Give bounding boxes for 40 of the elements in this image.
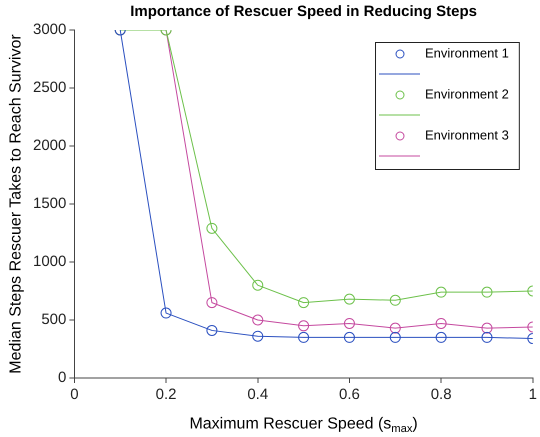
point — [252, 280, 264, 291]
x-tick-label: 1 — [528, 386, 537, 404]
point — [481, 332, 492, 343]
point — [436, 332, 447, 343]
point — [436, 286, 447, 298]
y-tick-label: 2500 — [32, 79, 66, 96]
point — [206, 222, 218, 234]
y-tick-label: 2000 — [32, 137, 66, 154]
point — [344, 318, 355, 329]
x-tick-label: 0.2 — [156, 386, 176, 404]
y-tick-label: 500 — [41, 311, 66, 328]
point — [206, 324, 218, 336]
x-tick-label: 0 — [70, 386, 79, 404]
point — [160, 308, 172, 319]
y-tick-label: 1500 — [32, 195, 66, 212]
y-tick-label: 3000 — [32, 21, 66, 38]
point — [344, 294, 355, 305]
point — [390, 332, 401, 343]
chart-title: Importance of Rescuer Speed in Reducing Steps — [130, 3, 477, 20]
legend-label: Environment 1 — [425, 46, 509, 61]
point — [298, 332, 310, 343]
x-tick-label: 0.8 — [430, 386, 452, 404]
point — [481, 322, 492, 334]
point — [344, 332, 355, 343]
legend-label: Environment 2 — [425, 86, 509, 102]
y-axis-title: Median Steps Rescuer Takes to Reach Survivor — [7, 34, 24, 374]
point — [252, 330, 264, 342]
point — [206, 297, 218, 308]
point — [481, 286, 492, 298]
point — [298, 297, 310, 308]
point — [298, 320, 310, 332]
x-tick-label: 0.4 — [247, 386, 268, 404]
point — [390, 294, 401, 306]
y-tick-label: 1000 — [32, 253, 66, 270]
x-tick-label: 0.6 — [339, 386, 360, 404]
point — [390, 322, 401, 334]
point — [436, 318, 447, 329]
legend-label: Environment 3 — [425, 128, 509, 143]
point — [252, 314, 264, 326]
y-tick-label: 0 — [58, 369, 66, 386]
